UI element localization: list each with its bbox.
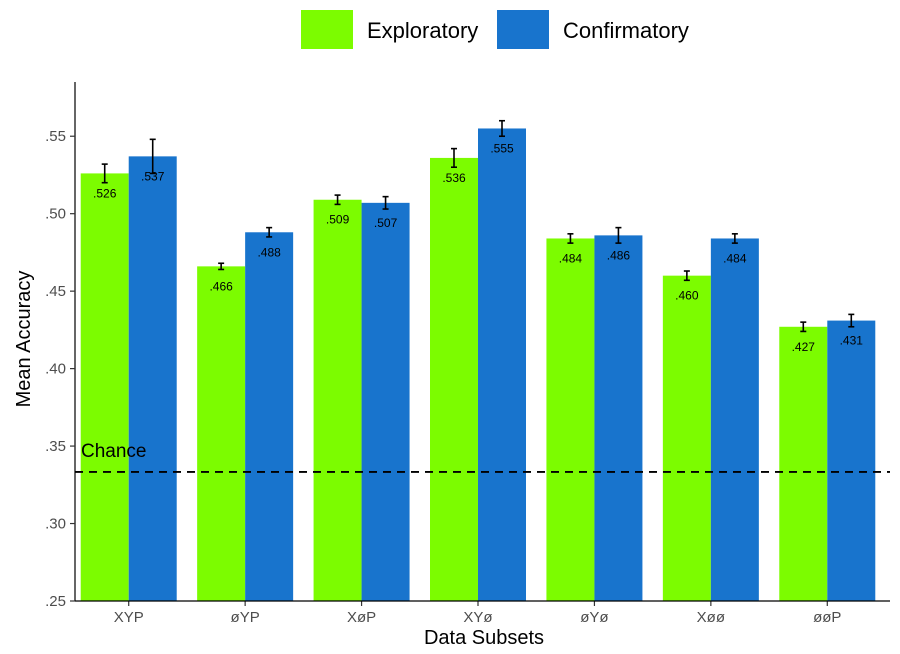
bar-confirmatory-5 xyxy=(710,238,759,602)
bar-exploratory-2 xyxy=(313,199,362,601)
data-label-exploratory-1: .466 xyxy=(209,279,233,293)
legend-swatch-exploratory xyxy=(301,10,353,49)
bar-exploratory-6 xyxy=(779,326,828,601)
bar-exploratory-0 xyxy=(80,173,129,601)
bar-confirmatory-2 xyxy=(361,202,410,601)
bar-exploratory-3 xyxy=(430,157,478,601)
bar-exploratory-4 xyxy=(546,238,595,602)
y-tick-label-6: .55 xyxy=(45,128,66,145)
y-tick-label-1: .30 xyxy=(45,516,66,533)
bar-exploratory-1 xyxy=(197,266,246,601)
legend-swatch-confirmatory xyxy=(497,10,549,49)
y-tick-label-5: .50 xyxy=(45,206,66,223)
data-label-exploratory-5: .460 xyxy=(675,289,699,303)
bar-confirmatory-1 xyxy=(245,232,294,601)
chance-label: Chance xyxy=(81,441,147,462)
data-label-confirmatory-3: .555 xyxy=(490,141,514,155)
y-tick-label-3: .40 xyxy=(45,361,66,378)
data-label-exploratory-4: .484 xyxy=(559,251,583,265)
x-axis-title: Data Subsets xyxy=(424,627,544,649)
y-tick-label-2: .35 xyxy=(45,438,66,455)
data-label-confirmatory-5: .484 xyxy=(723,251,747,265)
data-label-confirmatory-4: .486 xyxy=(607,248,631,262)
data-label-confirmatory-6: .431 xyxy=(840,334,864,348)
x-tick-label-1: øYP xyxy=(231,609,260,626)
bar-confirmatory-0 xyxy=(128,156,177,601)
x-tick-label-3: XYø xyxy=(463,609,492,626)
x-tick-label-2: XøP xyxy=(347,609,376,626)
y-tick-label-4: .45 xyxy=(45,283,66,300)
legend: Exploratory Confirmatory xyxy=(301,10,689,49)
data-label-exploratory-3: .536 xyxy=(442,171,466,185)
y-axis-title: Mean Accuracy xyxy=(13,271,35,408)
x-tick-label-6: øøP xyxy=(813,609,841,626)
bar-confirmatory-4 xyxy=(594,235,643,602)
bar-confirmatory-3 xyxy=(478,128,526,602)
data-label-confirmatory-0: .537 xyxy=(141,169,165,183)
legend-label-confirmatory: Confirmatory xyxy=(563,18,689,43)
data-label-confirmatory-1: .488 xyxy=(257,245,281,259)
x-tick-label-0: XYP xyxy=(114,609,144,626)
data-label-exploratory-6: .427 xyxy=(792,340,816,354)
plot-area: .526 .537 XYP .466 .488 øYP .509 .507 XøP .536 .55… xyxy=(45,82,890,626)
x-tick-label-4: øYø xyxy=(580,609,608,626)
bar-exploratory-5 xyxy=(662,275,711,601)
x-tick-label-5: Xøø xyxy=(697,609,725,626)
data-label-exploratory-2: .509 xyxy=(326,213,350,227)
bar-confirmatory-6 xyxy=(827,320,876,601)
legend-label-exploratory: Exploratory xyxy=(367,18,478,43)
data-label-confirmatory-2: .507 xyxy=(374,216,398,230)
data-label-exploratory-0: .526 xyxy=(93,186,117,200)
y-tick-label-0: .25 xyxy=(45,593,66,610)
